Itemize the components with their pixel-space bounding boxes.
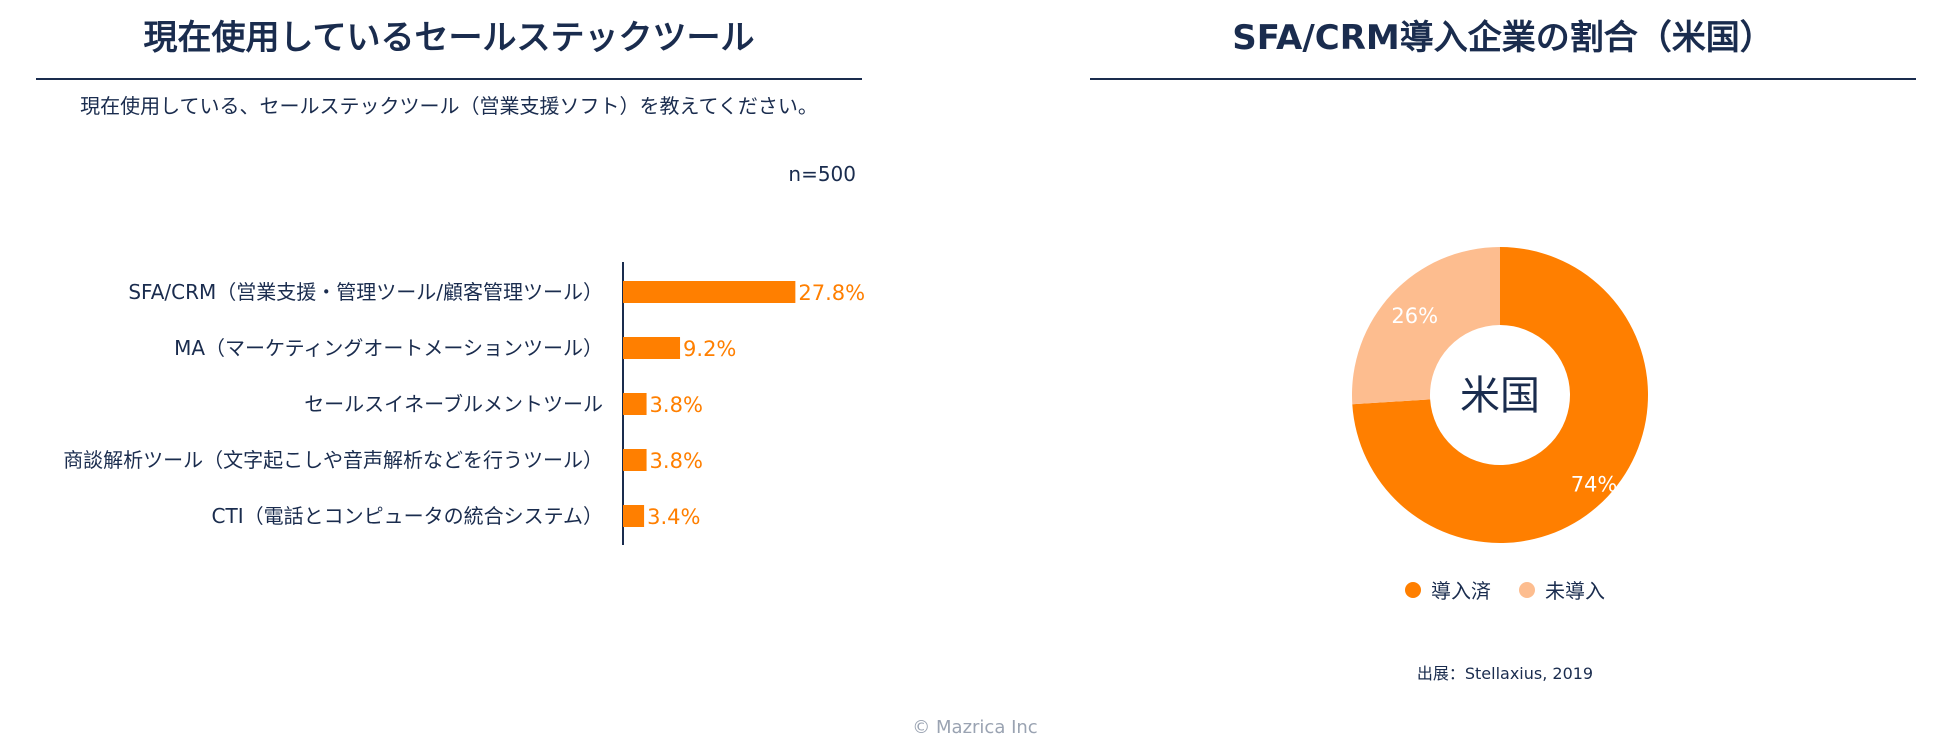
category-label: MA（マーケティングオートメーションツール） [174,336,603,360]
legend-label: 未導入 [1545,579,1605,603]
value-label: 27.8% [798,281,865,305]
bar [623,281,796,303]
copyright: © Mazrica Inc [912,717,1038,738]
legend-dot-icon [1519,581,1535,598]
category-label: 商談解析ツール（文字起こしや音声解析などを行うツール） [63,448,603,472]
slice-value-label: 26% [1391,304,1438,328]
survey-question: 現在使用している、セールステックツール（営業支援ソフト）を教えてください。 [80,94,818,118]
value-label: 3.8% [650,393,703,417]
bar [623,393,647,415]
value-label: 3.8% [650,449,703,473]
bar [623,505,645,527]
chart-title: 現在使用しているセールステックツール [143,18,755,58]
bar-chart: SFA/CRM（営業支援・管理ツール/顧客管理ツール） 27.8% MA（マーケティ… [63,262,865,545]
category-label: セールスイネーブルメントツール [304,392,603,416]
donut-chart: 74% 26% 米国 [1352,247,1648,543]
legend-item: 未導入 [1519,575,1605,604]
slice-value-label: 74% [1571,472,1618,496]
category-label: SFA/CRM（営業支援・管理ツール/顧客管理ツール） [128,280,603,304]
donut-center-label: 米国 [1460,373,1540,419]
sample-size-label: n=500 [788,162,856,186]
bar [623,337,681,359]
value-label: 9.2% [683,337,736,361]
legend-dot-icon [1405,581,1421,598]
legend-item: 導入済 [1405,575,1491,604]
right-panel: SFA/CRM導入企業の割合（米国） 74% 26% 米国 導入済 未導入 出展：St… [1080,0,1930,752]
category-label: CTI（電話とコンピュータの統合システム） [212,504,603,528]
donut-slice [1352,247,1648,543]
bar [623,449,647,471]
donut-chart-title: SFA/CRM導入企業の割合（米国） [1232,18,1774,58]
donut-slice [1352,247,1500,405]
title-divider [1090,78,1916,80]
source-note: 出展：Stellaxius, 2019 [1416,664,1594,683]
legend: 導入済 未導入 [1080,575,1930,604]
legend-label: 導入済 [1431,579,1491,603]
title-divider [36,78,862,80]
value-label: 3.4% [647,505,700,529]
left-panel: 現在使用しているセールステックツール 現在使用している、セールステックツール（営… [0,0,900,752]
